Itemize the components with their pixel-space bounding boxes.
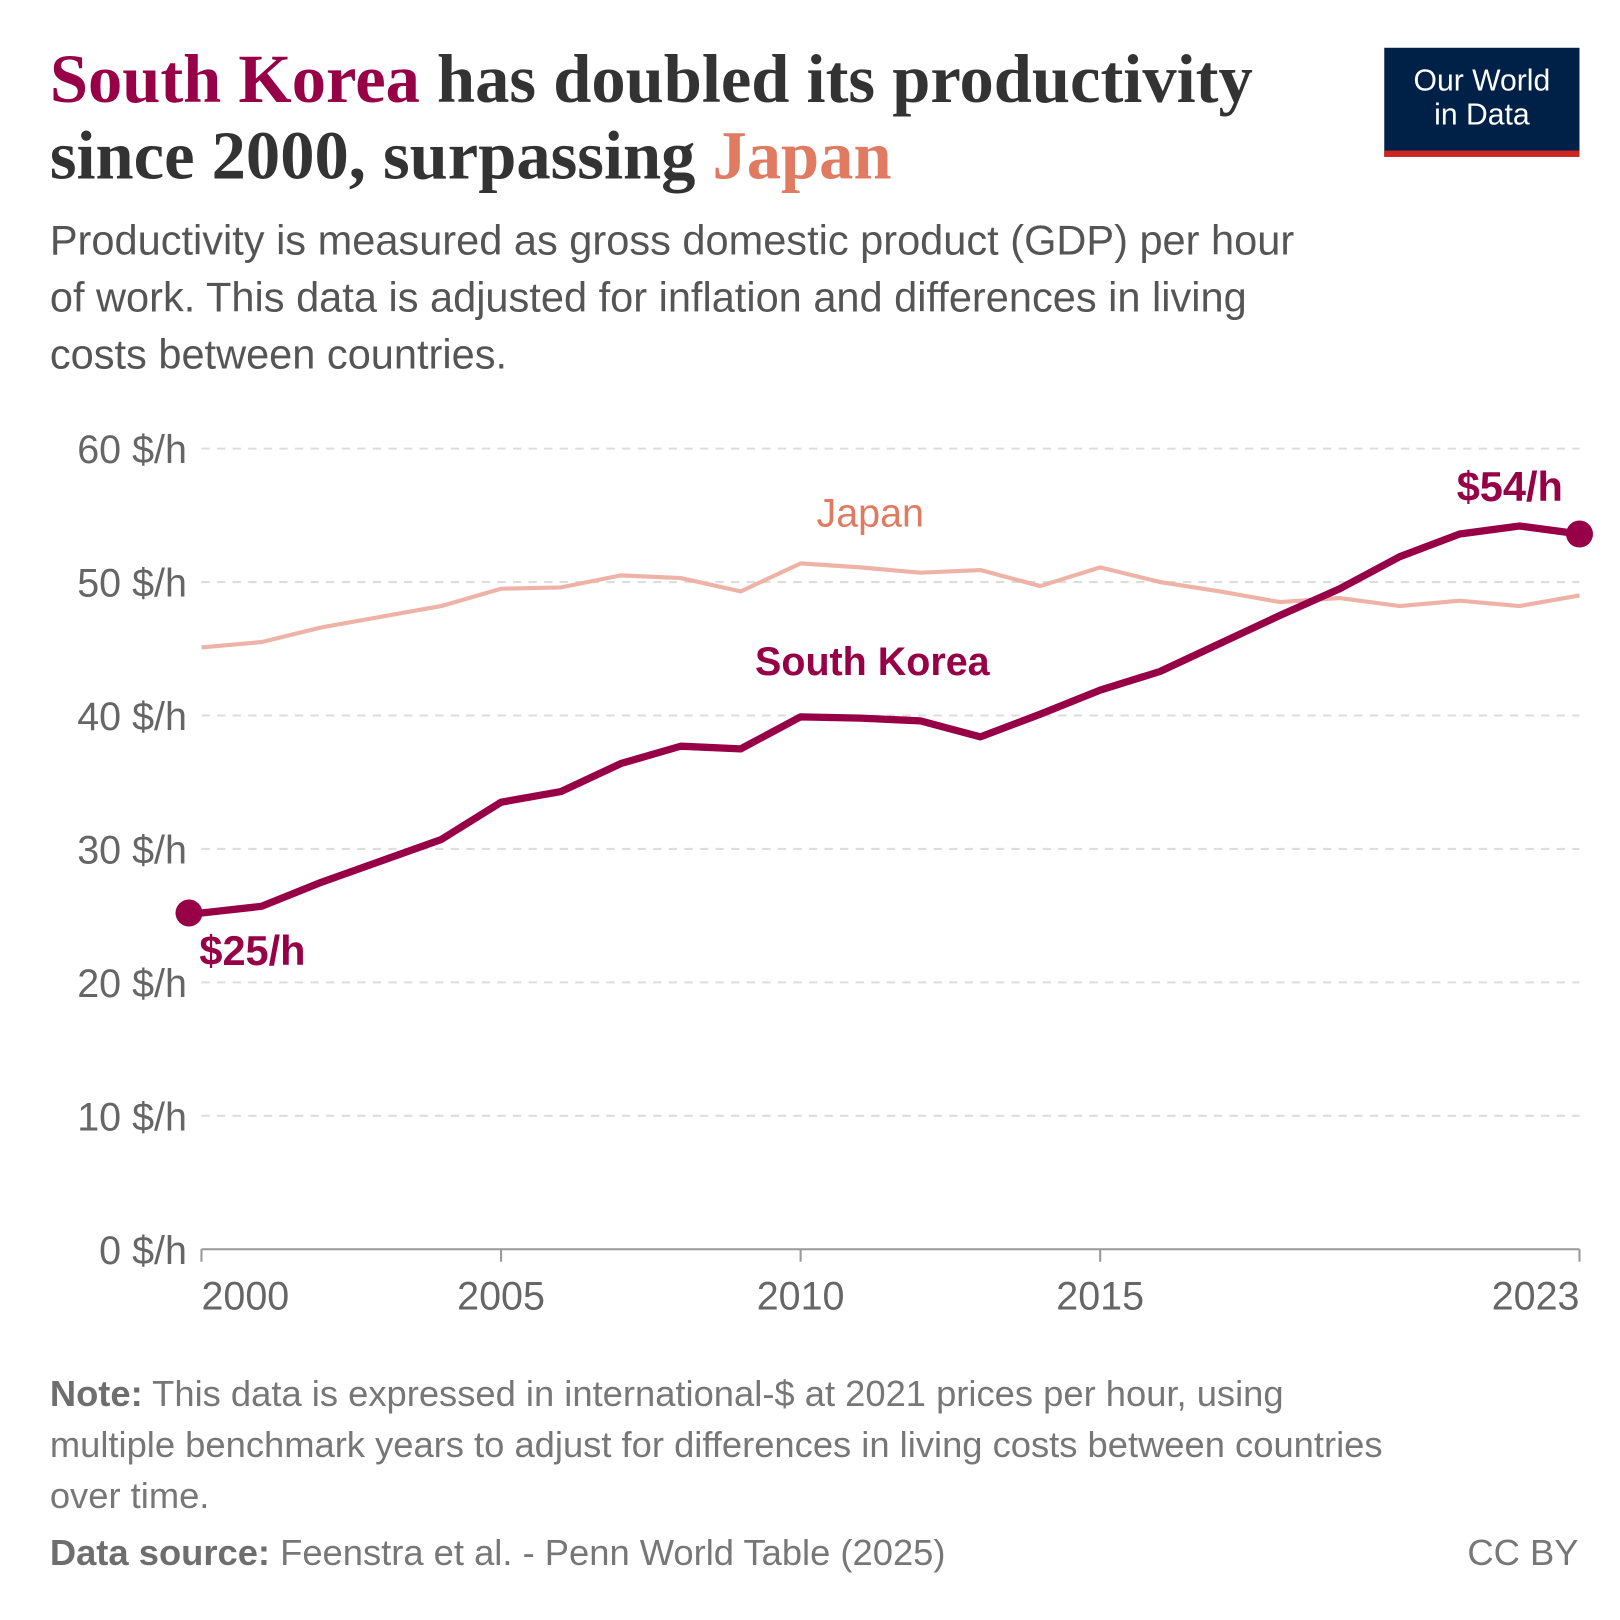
y-tick-label: 60 $/h (77, 428, 187, 472)
series-label: South Korea (755, 640, 991, 684)
note: Note: This data is expressed in internat… (50, 1369, 1400, 1522)
x-tick-label: 2000 (201, 1274, 289, 1318)
note-label: Note: (49, 1373, 143, 1415)
source-label: Data source: (49, 1532, 271, 1574)
title-text: has doubled its productivity since 2000,… (49, 41, 1253, 195)
end-marker (175, 899, 203, 927)
series-line (201, 561, 1580, 650)
x-tick-label: 2005 (457, 1274, 545, 1318)
logo: Our World in Data (1384, 47, 1580, 157)
source-text: Feenstra et al. - Penn World Table (2025… (280, 1532, 946, 1574)
x-tick-label: 2023 (1492, 1274, 1580, 1318)
y-tick-label: 50 $/h (77, 562, 187, 606)
y-tick-label: 10 $/h (77, 1095, 187, 1139)
y-tick-label: 30 $/h (77, 828, 187, 872)
value-label: $54/h (1457, 463, 1563, 510)
title-highlight: South Korea (49, 41, 420, 118)
note-text: This data is expressed in international-… (49, 1373, 1383, 1517)
series-line (201, 522, 1580, 917)
subtitle: Productivity is measured as gross domest… (49, 218, 1295, 378)
y-tick-label: 40 $/h (77, 695, 187, 739)
end-marker (1565, 520, 1593, 548)
value-label: $25/h (199, 927, 305, 974)
logo-text: in Data (1434, 98, 1530, 132)
source: Data source: Feenstra et al. - Penn Worl… (50, 1533, 946, 1575)
x-tick-label: 2015 (1056, 1274, 1144, 1318)
y-tick-label: 20 $/h (77, 962, 187, 1006)
title-highlight: Japan (712, 118, 892, 195)
title: South Korea has doubled its productivity… (50, 42, 1390, 196)
license: CC BY (1467, 1532, 1579, 1574)
x-tick-label: 2010 (757, 1274, 845, 1318)
y-tick-label: 0 $/h (99, 1229, 187, 1273)
logo-text: Our World (1413, 64, 1551, 98)
series-label: Japan (816, 491, 924, 535)
